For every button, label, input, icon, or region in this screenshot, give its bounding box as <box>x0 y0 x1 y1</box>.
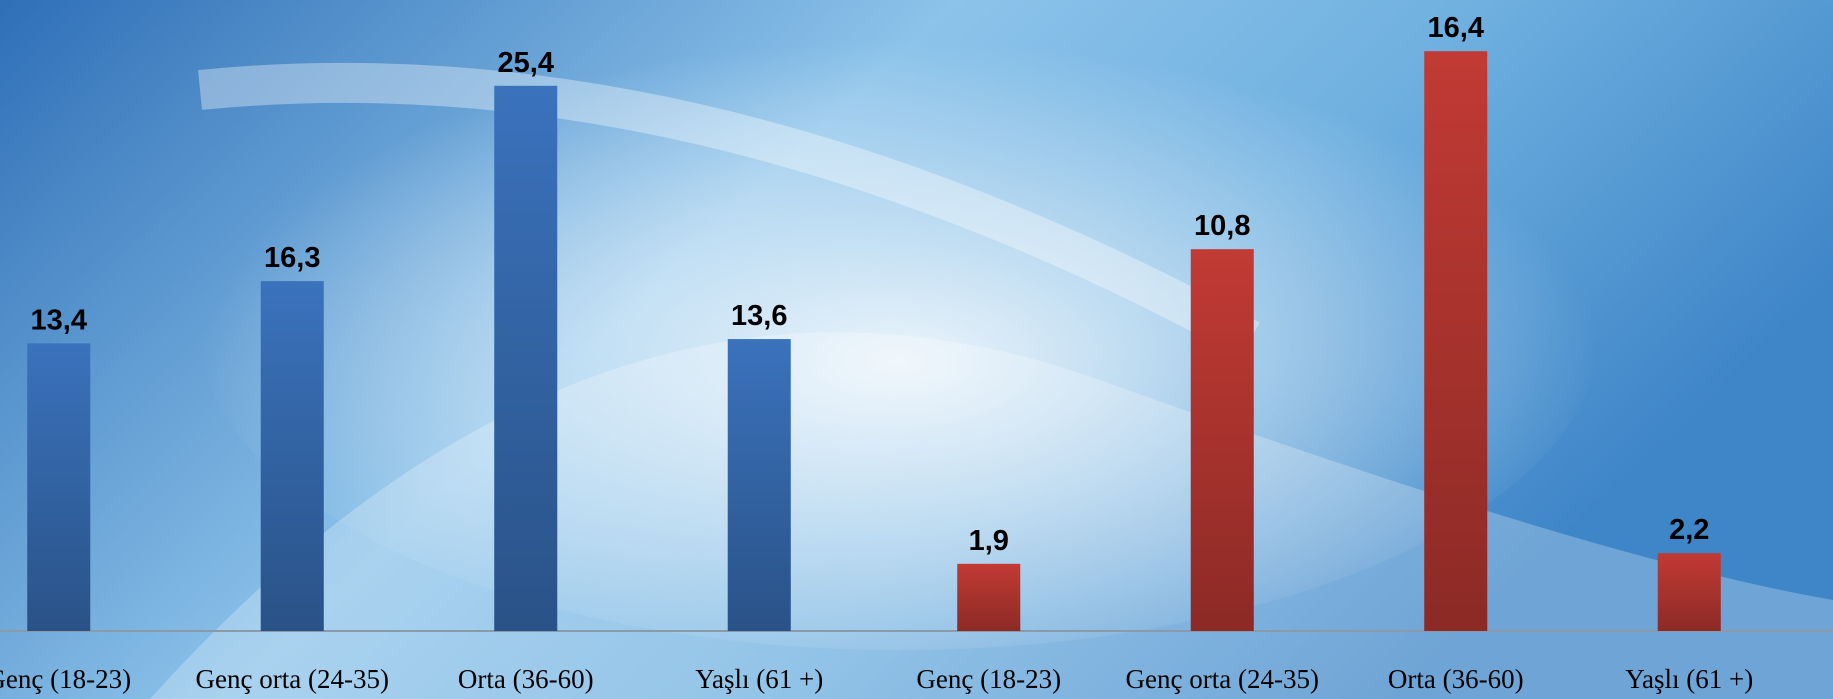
value-label: 13,4 <box>31 304 87 336</box>
value-label: 16,3 <box>264 242 320 274</box>
bar <box>957 563 1021 631</box>
bar <box>260 281 324 631</box>
bar <box>1657 553 1721 631</box>
bar <box>727 339 791 631</box>
value-label: 16,4 <box>1428 12 1484 44</box>
x-tick-label: Yaşlı (61 +) <box>695 664 823 694</box>
value-label: 25,4 <box>498 47 554 79</box>
x-tick-label: Yaşlı (61 +) <box>1625 664 1753 694</box>
background-swoosh <box>150 332 1833 699</box>
background-swoosh <box>198 62 1260 358</box>
x-tick-label: Genç (18-23) <box>916 664 1061 694</box>
bar <box>27 343 91 631</box>
value-label: 1,9 <box>969 525 1009 557</box>
x-tick-label: Orta (36-60) <box>458 664 594 694</box>
bar <box>494 85 558 632</box>
x-tick-label: Genç orta (24-35) <box>1126 664 1319 694</box>
x-tick-label: Genç orta (24-35) <box>196 664 389 694</box>
value-label: 2,2 <box>1669 514 1709 546</box>
x-tick-label: Orta (36-60) <box>1388 664 1524 694</box>
x-tick-label: Genç (18-23) <box>0 664 131 694</box>
bar <box>1190 249 1254 631</box>
value-label: 10,8 <box>1194 210 1250 242</box>
value-label: 13,6 <box>731 300 787 332</box>
bar <box>1424 51 1488 631</box>
